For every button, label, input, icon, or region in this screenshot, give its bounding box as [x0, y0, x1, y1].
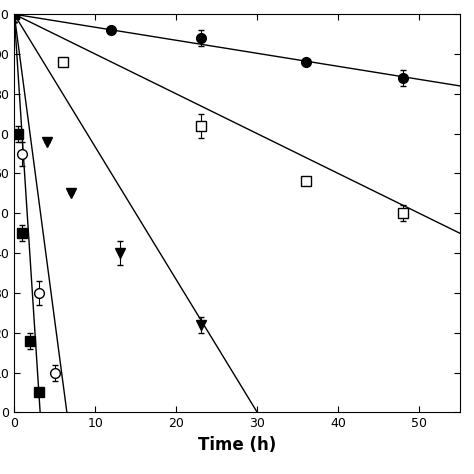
X-axis label: Time (h): Time (h)	[198, 436, 276, 454]
